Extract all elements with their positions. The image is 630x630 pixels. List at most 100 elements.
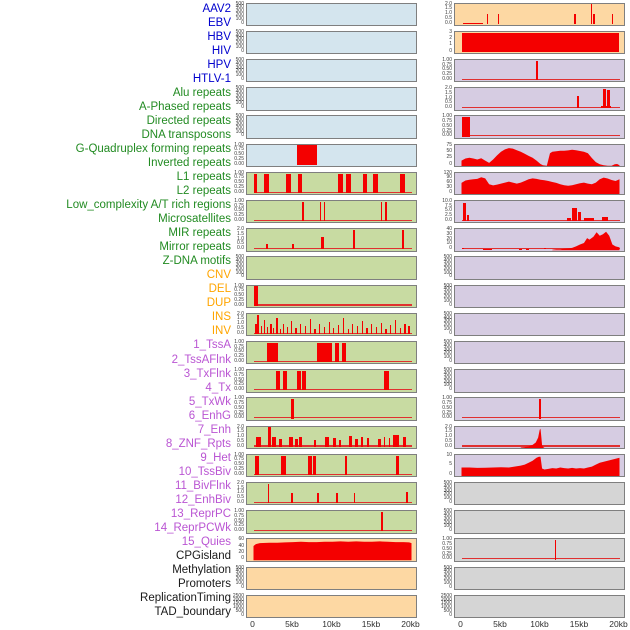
y-axis-tick: 300 bbox=[235, 261, 244, 268]
y-axis-tick: 2.5 bbox=[445, 212, 452, 219]
y-axis-tick: 100 bbox=[235, 15, 244, 22]
signal-bar bbox=[319, 201, 322, 222]
y-axis-tick: 0.50 bbox=[234, 179, 244, 186]
y-axis-tick: 100 bbox=[443, 523, 452, 530]
track-panel-z-dna-motifs bbox=[246, 510, 417, 534]
signal-bar bbox=[281, 455, 286, 475]
y-axis-tick: 0.25 bbox=[234, 155, 244, 162]
y-axis-tick: 1.00 bbox=[442, 113, 452, 120]
track-panel-g-quadruplex-forming-repeats bbox=[246, 284, 417, 308]
track-panel-2-tssaflnk bbox=[454, 87, 625, 111]
y-axis-tick: 25 bbox=[446, 154, 452, 161]
y-axis-tick: 0.00 bbox=[442, 132, 452, 139]
y-axis-tick: 2.0 bbox=[237, 226, 244, 233]
y-axis-tick: 0.25 bbox=[234, 212, 244, 219]
signal-bar bbox=[385, 329, 387, 334]
signal-bar bbox=[317, 342, 333, 363]
y-axis-tick: 1 bbox=[449, 41, 452, 48]
y-axis-tick: 20 bbox=[238, 548, 244, 555]
y-axis-tick: 100 bbox=[235, 100, 244, 107]
track-label-tad-boundary: TAD_boundary bbox=[154, 605, 232, 618]
y-axis-tick: 30 bbox=[446, 183, 452, 190]
y-axis-tick: 0.50 bbox=[234, 151, 244, 157]
y-axis-tick: 0.25 bbox=[442, 71, 452, 78]
y-axis-tick: 2000 bbox=[232, 596, 244, 603]
y-axis-tick: 400 bbox=[443, 568, 452, 575]
x-axis-tick: 5kb bbox=[285, 619, 299, 629]
y-axis-tick: 1.0 bbox=[237, 433, 244, 439]
y-axis-tick: 0.5 bbox=[445, 99, 452, 106]
signal-baseline bbox=[253, 530, 412, 532]
signal-baseline bbox=[253, 389, 412, 391]
y-axis-tick: 300 bbox=[235, 64, 244, 71]
y-axis-tick: 300 bbox=[235, 8, 244, 15]
y-axis-tick: 200 bbox=[235, 40, 244, 47]
y-axis-tick: 1.5 bbox=[237, 428, 244, 435]
track-label-7-enh: 7_Enh bbox=[197, 423, 231, 436]
y-axis-tick: 0.00 bbox=[234, 414, 244, 421]
y-axis-tick: 0.5 bbox=[237, 324, 244, 331]
y-axis-tick: 500 bbox=[235, 254, 244, 261]
y-axis-tick: 500 bbox=[443, 310, 452, 317]
signal-bar bbox=[380, 201, 383, 222]
y-axis-tick: 0 bbox=[449, 498, 452, 505]
y-axis-tick: 200 bbox=[443, 293, 452, 300]
y-axis-tick: 400 bbox=[235, 568, 244, 575]
signal-bar bbox=[276, 318, 278, 334]
y-axis-tick: 300 bbox=[235, 120, 244, 127]
signal-bar bbox=[289, 437, 293, 447]
signal-bar bbox=[273, 328, 275, 334]
y-axis-tick: 200 bbox=[443, 265, 452, 272]
signal-bar bbox=[304, 326, 307, 334]
y-axis-tick: 400 bbox=[443, 314, 452, 321]
y-axis-tick: 10.0 bbox=[442, 197, 452, 204]
track-label-dup: DUP bbox=[206, 297, 231, 310]
y-axis-tick: 0 bbox=[449, 47, 452, 54]
signal-bar bbox=[300, 324, 302, 334]
y-axis-tick: 400 bbox=[443, 258, 452, 265]
signal-bar bbox=[290, 321, 293, 334]
track-label-mirror-repeats: Mirror repeats bbox=[159, 241, 231, 254]
track-label-6-enhg: 6_EnhG bbox=[188, 409, 231, 422]
signal-bar bbox=[332, 438, 336, 447]
signal-baseline bbox=[461, 78, 620, 80]
track-panel-mir-repeats bbox=[246, 453, 417, 478]
y-axis-tick: 0.75 bbox=[234, 512, 244, 519]
signal-bar bbox=[390, 325, 392, 334]
y-axis-tick: 1.00 bbox=[234, 451, 244, 458]
y-axis-tick: 300 bbox=[443, 318, 452, 325]
signal-bar bbox=[313, 440, 316, 447]
signal-bar bbox=[298, 437, 303, 447]
signal-bar bbox=[361, 321, 363, 334]
y-axis-tick: 0.25 bbox=[234, 381, 244, 388]
y-axis-tick: 300 bbox=[443, 346, 452, 353]
track-label-ebv: EBV bbox=[207, 17, 231, 30]
y-axis-tick: 0 bbox=[449, 583, 452, 590]
track-panel-5-txwk bbox=[454, 171, 625, 196]
track-label-directed-repeats: Directed repeats bbox=[146, 115, 231, 128]
signal-bar bbox=[402, 437, 406, 447]
signal-bar bbox=[279, 329, 281, 334]
signal-bar bbox=[278, 439, 282, 447]
y-axis-tick: 400 bbox=[443, 483, 452, 490]
signal-bar bbox=[309, 319, 312, 334]
y-axis-tick: 1000 bbox=[232, 604, 244, 611]
signal-bar bbox=[497, 14, 499, 24]
signal-bar bbox=[321, 236, 324, 250]
signal-bar bbox=[466, 215, 469, 222]
y-axis-tick: 300 bbox=[443, 290, 452, 297]
y-axis-tick: 500 bbox=[235, 28, 244, 35]
track-label-13-reprpc: 13_ReprPC bbox=[170, 507, 231, 520]
signal-baseline bbox=[461, 107, 620, 109]
signal-area bbox=[253, 541, 412, 561]
y-axis-tick: 1.5 bbox=[445, 428, 452, 435]
y-axis-tick: 1.00 bbox=[234, 367, 244, 374]
y-axis-tick: 2.0 bbox=[445, 0, 452, 7]
y-axis-tick: 0.25 bbox=[442, 127, 452, 134]
signal-bar bbox=[378, 439, 381, 447]
y-axis-tick: 0.5 bbox=[445, 14, 452, 21]
y-axis-tick: 500 bbox=[235, 0, 244, 7]
y-axis-tick: 0.00 bbox=[234, 216, 244, 223]
track-panel-ebv bbox=[246, 30, 417, 55]
